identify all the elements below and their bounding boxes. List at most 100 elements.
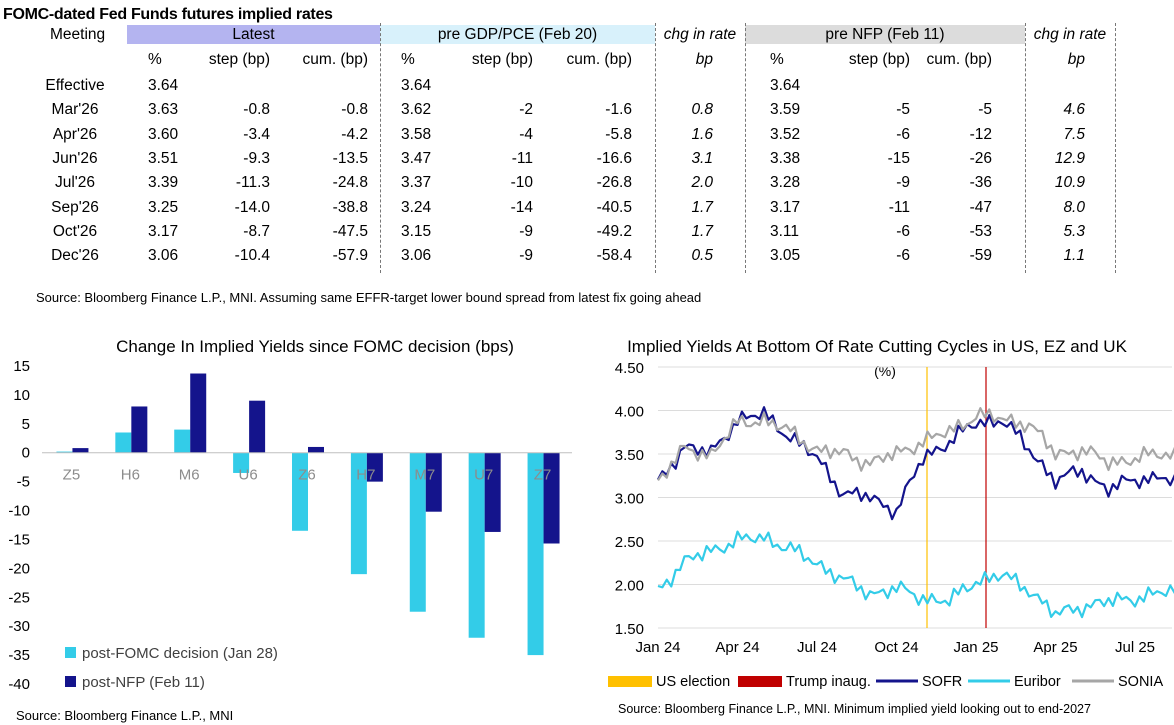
table-cell: -10.4 xyxy=(234,247,270,265)
table-cell: 3.17 xyxy=(148,222,179,240)
legend-label: post-FOMC decision (Jan 28) xyxy=(82,645,278,662)
table-cell: 3.37 xyxy=(401,174,432,192)
column-subheader: cum. (bp) xyxy=(302,51,368,68)
group-header-label: Latest xyxy=(232,26,275,43)
y-tick-label: -15 xyxy=(8,531,30,548)
table-cell: -6 xyxy=(896,247,910,265)
table-cell: 3.51 xyxy=(148,149,179,167)
table-cell: -15 xyxy=(887,149,910,167)
group-header-label: chg in rate xyxy=(1033,26,1107,43)
table-cell: -11.3 xyxy=(235,174,270,192)
table-cell: -12 xyxy=(969,125,992,143)
x-tick-label: Jul 24 xyxy=(797,639,837,656)
x-tick-label: Z7 xyxy=(534,467,552,484)
table-cell: -13.5 xyxy=(332,149,368,167)
table-cell: 3.64 xyxy=(770,77,801,94)
table-cell: 3.28 xyxy=(770,174,801,192)
column-subheader: % xyxy=(770,51,784,68)
y-tick-label: 4.00 xyxy=(615,404,644,421)
row-label: Jul'26 xyxy=(54,174,95,192)
column-separator xyxy=(745,23,746,273)
y-tick-label: -25 xyxy=(8,589,30,606)
group-header-label: pre GDP/PCE (Feb 20) xyxy=(437,26,598,43)
row-label: Mar'26 xyxy=(51,101,99,119)
y-tick-label: -40 xyxy=(8,676,30,693)
table-cell: -11 xyxy=(511,149,533,167)
rates-table: FOMC-dated Fed Funds futures implied rat… xyxy=(0,0,1174,310)
table-cell: -57.9 xyxy=(332,247,368,265)
bar-post-NFP xyxy=(131,406,148,453)
x-tick-label: Apr 25 xyxy=(1033,639,1077,656)
table-cell: -58.4 xyxy=(596,247,632,265)
bar-post-NFP xyxy=(366,452,383,482)
y-tick-label: 0 xyxy=(22,445,30,462)
row-label: Apr'26 xyxy=(52,125,98,143)
chart-source: Source: Bloomberg Finance L.P., MNI. Min… xyxy=(618,702,1091,716)
bar-post-NFP xyxy=(484,452,501,532)
table-cell: 3.05 xyxy=(770,247,801,265)
table-source: Source: Bloomberg Finance L.P., MNI. Ass… xyxy=(36,290,702,305)
x-tick-label: H6 xyxy=(121,467,140,484)
row-label: Dec'26 xyxy=(51,247,99,265)
table-cell: -47.5 xyxy=(332,222,368,240)
table-cell: 3.25 xyxy=(148,198,179,216)
x-tick-label: U7 xyxy=(474,467,493,484)
table-cell: -53 xyxy=(969,222,992,240)
table-cell: -9 xyxy=(519,247,533,265)
table-cell: -14.0 xyxy=(234,198,270,216)
table-cell: -3.4 xyxy=(243,125,270,143)
table-cell: -9.3 xyxy=(243,149,270,167)
group-header-bg xyxy=(1025,25,1115,44)
group-header-label: chg in rate xyxy=(663,26,737,43)
series-line-sofr xyxy=(657,406,1174,521)
table-cell: -9 xyxy=(896,174,910,192)
table-cell: 10.9 xyxy=(1054,174,1085,192)
table-cell: 3.59 xyxy=(770,101,801,119)
bar-post-NFP xyxy=(72,448,89,453)
series-line-euribor xyxy=(657,530,1174,619)
table-cell: -5 xyxy=(896,101,910,119)
y-tick-label: 5 xyxy=(22,416,30,433)
legend-swatch xyxy=(738,676,782,687)
table-cell: -1.6 xyxy=(605,101,632,119)
legend-label: SOFR xyxy=(922,674,962,690)
table-cell: -6 xyxy=(896,125,910,143)
bar-post-FOMC xyxy=(350,452,367,575)
table-cell: 3.52 xyxy=(770,125,801,143)
table-cell: 3.15 xyxy=(401,222,432,240)
table-cell: -14 xyxy=(510,198,533,216)
bar-post-NFP xyxy=(543,452,560,544)
y-tick-label: -20 xyxy=(8,560,30,577)
bar-post-NFP xyxy=(308,446,324,453)
y-tick-label: 3.50 xyxy=(615,447,644,464)
table-cell: -59 xyxy=(969,247,992,265)
y-tick-label: -30 xyxy=(8,618,30,635)
table-cell: -38.8 xyxy=(332,198,368,216)
column-subheader: cum. (bp) xyxy=(926,51,992,68)
table-cell: -26.8 xyxy=(596,174,632,192)
bar-post-NFP xyxy=(190,373,207,453)
x-tick-label: Jul 25 xyxy=(1115,639,1155,656)
table-title: FOMC-dated Fed Funds futures implied rat… xyxy=(3,6,333,23)
table-cell: -0.8 xyxy=(243,101,270,119)
column-subheader: step (bp) xyxy=(471,51,533,68)
table-cell: -8.7 xyxy=(243,222,270,240)
table-cell: 3.47 xyxy=(401,149,432,167)
table-cell: -11 xyxy=(888,198,910,216)
column-separator xyxy=(1115,23,1116,273)
column-subheader: cum. (bp) xyxy=(566,51,632,68)
y-tick-label: 15 xyxy=(13,358,30,375)
legend-label: post-NFP (Feb 11) xyxy=(82,674,205,691)
table-cell: -5.8 xyxy=(605,125,632,143)
table-cell: 12.9 xyxy=(1054,149,1085,167)
table-cell: -49.2 xyxy=(596,222,632,240)
x-tick-label: Z6 xyxy=(298,467,316,484)
column-separator xyxy=(380,23,381,273)
bar-post-FOMC xyxy=(56,451,73,453)
meeting-header: Meeting xyxy=(50,26,106,43)
table-cell: -47 xyxy=(969,198,992,216)
table-cell: -16.6 xyxy=(596,149,632,167)
y-tick-label: 3.00 xyxy=(615,491,644,508)
table-cell: 8.0 xyxy=(1063,198,1085,216)
series-line-sonia xyxy=(657,407,1174,481)
